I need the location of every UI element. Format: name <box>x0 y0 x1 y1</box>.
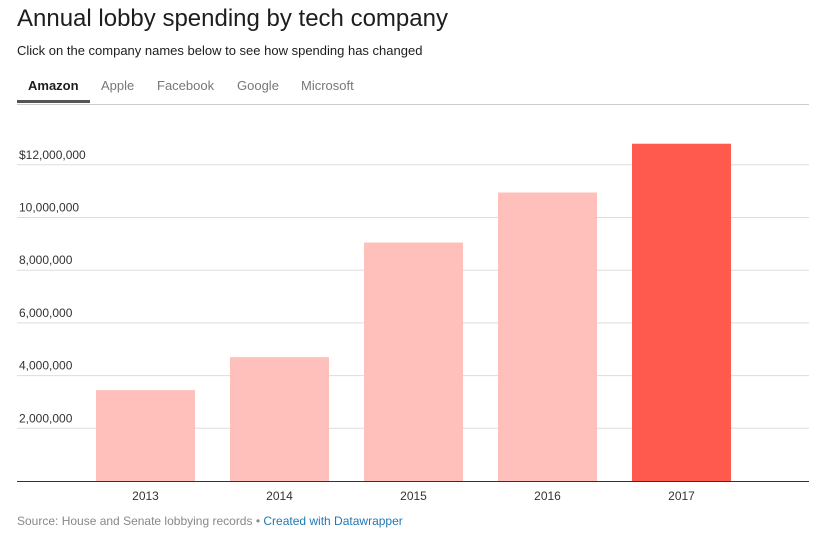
bar-2016 <box>498 192 597 481</box>
y-tick-label: 8,000,000 <box>19 253 73 267</box>
bars <box>96 143 731 481</box>
y-tick-label: 10,000,000 <box>19 201 79 215</box>
footer-separator: • <box>252 514 264 528</box>
tab-amazon[interactable]: Amazon <box>28 78 79 93</box>
y-tick-label: $12,000,000 <box>19 148 86 162</box>
chart-footer: Source: House and Senate lobbying record… <box>17 513 403 529</box>
y-tick-label: 4,000,000 <box>19 359 73 373</box>
y-tick-label: 6,000,000 <box>19 306 73 320</box>
tab-microsoft[interactable]: Microsoft <box>301 78 354 93</box>
tab-apple[interactable]: Apple <box>101 78 135 93</box>
tab-facebook[interactable]: Facebook <box>157 78 215 93</box>
bar-2014 <box>230 357 329 481</box>
x-tick-label: 2015 <box>400 489 427 503</box>
x-axis-labels: 2013 2014 2015 2016 2017 <box>132 489 695 503</box>
x-tick-label: 2013 <box>132 489 159 503</box>
x-tick-label: 2016 <box>534 489 561 503</box>
y-axis-labels: 2,000,000 4,000,000 6,000,000 8,000,000 10,0… <box>19 148 86 425</box>
x-tick-label: 2014 <box>266 489 293 503</box>
bar-2013 <box>96 390 195 481</box>
datawrapper-credit-link[interactable]: Created with Datawrapper <box>263 514 403 528</box>
chart-subtitle: Click on the company names below to see … <box>17 43 423 58</box>
active-tab-indicator <box>17 100 90 103</box>
tab-google[interactable]: Google <box>237 78 279 93</box>
company-tabs: Amazon Apple Facebook Google Microsoft <box>17 74 809 105</box>
source-note: Source: House and Senate lobbying record… <box>17 514 253 528</box>
bar-chart: 2,000,000 4,000,000 6,000,000 8,000,000 10,0… <box>17 143 809 503</box>
x-tick-label: 2017 <box>668 489 695 503</box>
y-tick-label: 2,000,000 <box>19 411 73 425</box>
chart-title: Annual lobby spending by tech company <box>17 5 448 32</box>
bar-2017 <box>632 143 731 481</box>
bar-2015 <box>364 242 463 481</box>
